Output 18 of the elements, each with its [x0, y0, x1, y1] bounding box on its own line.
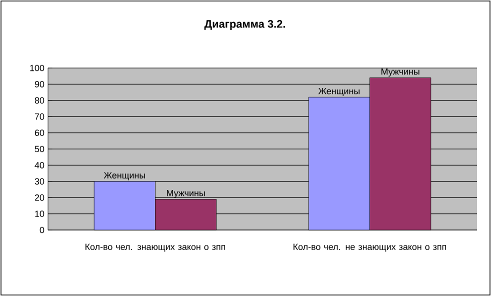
- series-label: Женщины: [318, 88, 360, 96]
- x-tick-label: Кол-во чел. не знающих закон о зпп: [294, 244, 446, 252]
- y-tick-label: 10: [35, 210, 44, 217]
- chart-title: Диаграмма 3.2.: [204, 20, 285, 30]
- y-tick-label: 70: [34, 113, 44, 120]
- y-tick-label: 30: [34, 178, 44, 185]
- text: Мужчины: [381, 68, 420, 77]
- x-tick-label: Кол-во чел. знающих закон о зпп: [86, 244, 226, 252]
- y-tick-label: 50: [34, 146, 44, 152]
- y-tick-label: 40: [34, 162, 44, 168]
- y-tick-label: 90: [34, 81, 44, 88]
- y-tick-label: 20: [34, 194, 44, 201]
- text: Женщины: [104, 172, 146, 180]
- y-tick-label: 80: [34, 97, 44, 104]
- y-tick-label: 100: [30, 64, 44, 72]
- series-label: Мужчины: [166, 190, 205, 198]
- y-tick-label: 60: [34, 130, 44, 136]
- y-tick-label: 0: [40, 226, 44, 234]
